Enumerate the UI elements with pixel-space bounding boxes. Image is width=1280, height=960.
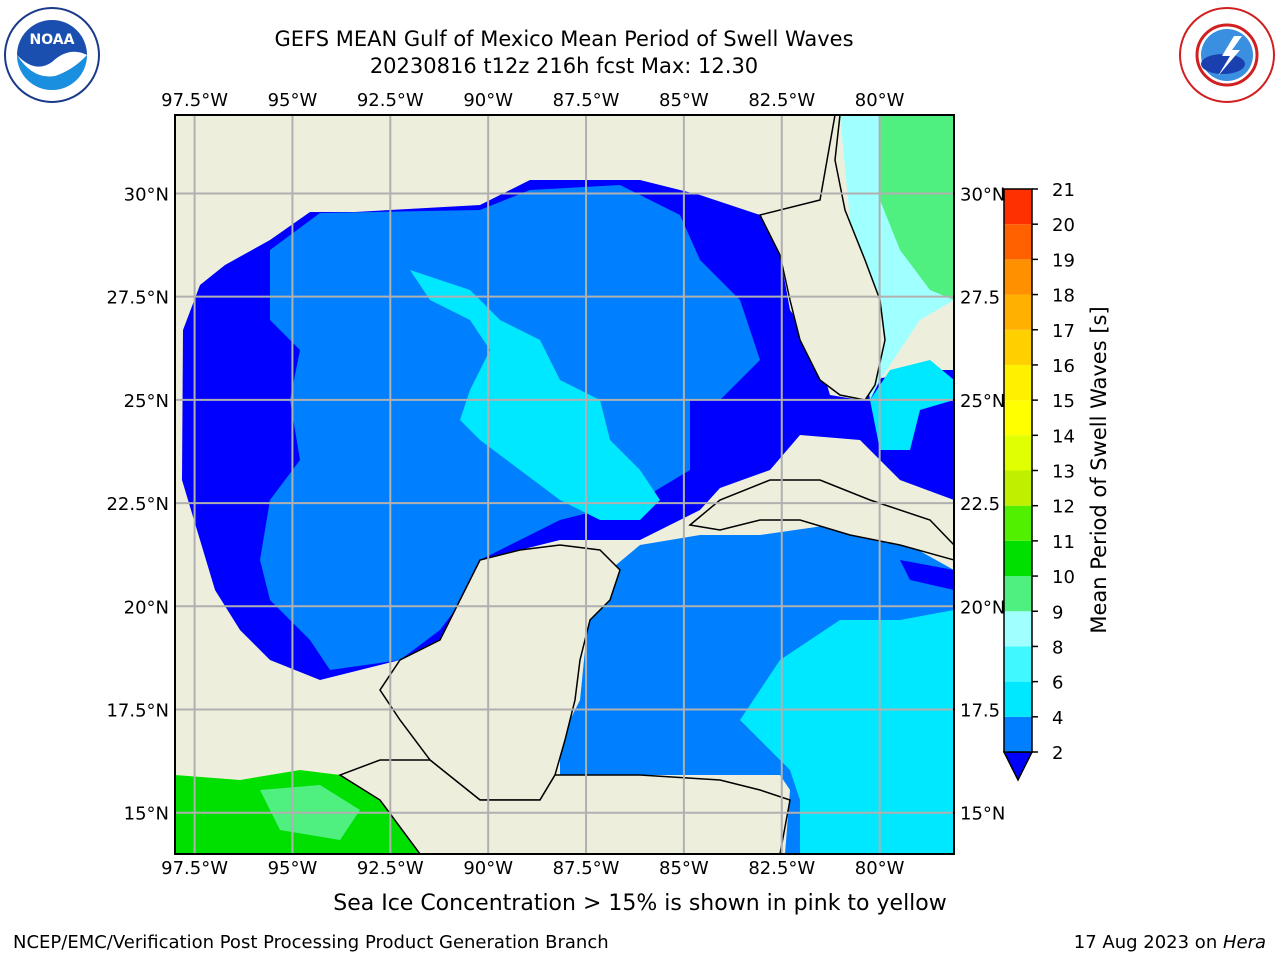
atlantic-water-green [880,115,954,300]
lon-label-bottom: 95°W [268,858,318,879]
lat-label-right: 15°N [960,804,1005,825]
lat-label-right: 30°N [960,184,1005,205]
colorbar-tick-label: 17 [1052,321,1075,342]
florida-land [758,115,886,401]
colorbar-tick-label: 9 [1052,602,1063,623]
colorbar-tick-label: 8 [1052,637,1063,658]
colorbar-segment [1004,189,1032,225]
lon-label-bottom: 82.5°W [748,858,815,879]
map-frame [174,114,955,855]
lon-label-bottom: 97.5°W [161,858,228,879]
colorbar-extend-arrow [1002,751,1034,782]
colorbar-segment [1004,611,1032,647]
colorbar-segment [1004,400,1032,436]
colorbar-segment [1004,435,1032,471]
colorbar-tick-label: 16 [1052,356,1075,377]
footer-date: 17 Aug 2023 on Hera [1074,932,1266,953]
central-america-land [338,759,791,854]
colorbar-segment [1004,681,1032,717]
colorbar-segment [1004,470,1032,506]
cuba-land [688,479,954,561]
lon-label-bottom: 87.5°W [553,858,620,879]
colorbar-segment [1004,259,1032,295]
lon-label-bottom: 80°W [855,858,905,879]
colorbar-segment [1004,576,1032,612]
colorbar-tick-label: 15 [1052,391,1075,412]
colorbar-tick-label: 2 [1052,743,1063,764]
lat-label-left: 17.5°N [106,701,169,722]
footer-date-text: 17 Aug 2023 on [1073,932,1223,953]
atlantic-water-cyan [870,360,954,450]
lat-label-left: 27.5°N [106,288,169,309]
footer-credit: NCEP/EMC/Verification Post Processing Pr… [13,932,609,953]
caribbean-water-cyan [740,610,954,854]
chart-title: GEFS MEAN Gulf of Mexico Mean Period of … [274,27,854,51]
lat-label-right: 22.5 [960,494,1000,515]
lat-label-left: 22.5°N [106,494,169,515]
svg-text:NOAA: NOAA [30,32,75,48]
colorbar: 2 4 6 8 9 10 11 12 13 14 15 16 17 18 19 20 21 [1002,180,1075,782]
chart-subtitle: 20230816 t12z 216h fcst Max: 12.30 [369,54,759,78]
colorbar-tick-label: 21 [1052,180,1075,201]
lon-label-top: 87.5°W [553,90,620,111]
colorbar-tick-label: 13 [1052,462,1075,483]
lat-label-left: 25°N [124,391,169,412]
lat-label-left: 20°N [124,597,169,618]
lat-label-right: 17.5 [960,701,1000,722]
lon-label-top: 90°W [463,90,513,111]
caribbean-water-dark [900,560,954,590]
colorbar-tick-label: 10 [1052,567,1075,588]
colorbar-tick-label: 18 [1052,286,1075,307]
lat-label-right: 27.5 [960,288,1000,309]
colorbar-tick-label: 19 [1052,250,1075,271]
colorbar-segment [1004,224,1032,260]
colorbar-segment [1004,364,1032,401]
colorbar-tick-label: 12 [1052,497,1075,518]
nws-logo [1179,7,1275,103]
lon-label-top: 95°W [268,90,318,111]
colorbar-tick-label: 11 [1052,532,1075,553]
footer-machine: Hera [1222,932,1266,953]
lat-label-right: 20°N [960,597,1005,618]
lat-label-left: 15°N [124,804,169,825]
noaa-logo: NOAA [4,7,100,103]
colorbar-segment [1004,716,1032,752]
colorbar-segment [1004,540,1032,577]
lon-label-top: 92.5°W [357,90,424,111]
lon-label-bottom: 92.5°W [357,858,424,879]
graticule [175,115,954,854]
lon-label-top: 80°W [855,90,905,111]
lat-label-left: 30°N [124,184,169,205]
colorbar-tick-label: 20 [1052,215,1075,236]
colorbar-segment [1004,646,1032,682]
sea-ice-note: Sea Ice Concentration > 15% is shown in … [333,891,947,916]
lon-label-top: 97.5°W [161,90,228,111]
colorbar-tick-label: 6 [1052,673,1063,694]
yucatan-land [379,544,621,801]
lon-label-top: 82.5°W [748,90,815,111]
gulf-water-cyan [410,270,660,520]
lon-label-bottom: 85°W [659,858,709,879]
colorbar-tick-label: 4 [1052,708,1063,729]
lon-label-bottom: 90°W [463,858,513,879]
colorbar-tick-label: 14 [1052,426,1075,447]
colorbar-segment [1004,294,1032,330]
colorbar-segment [1004,505,1032,541]
lon-label-top: 85°W [659,90,709,111]
lat-label-right: 25°N [960,391,1005,412]
colorbar-segment [1004,329,1032,365]
colorbar-label: Mean Period of Swell Waves [s] [1087,306,1111,633]
